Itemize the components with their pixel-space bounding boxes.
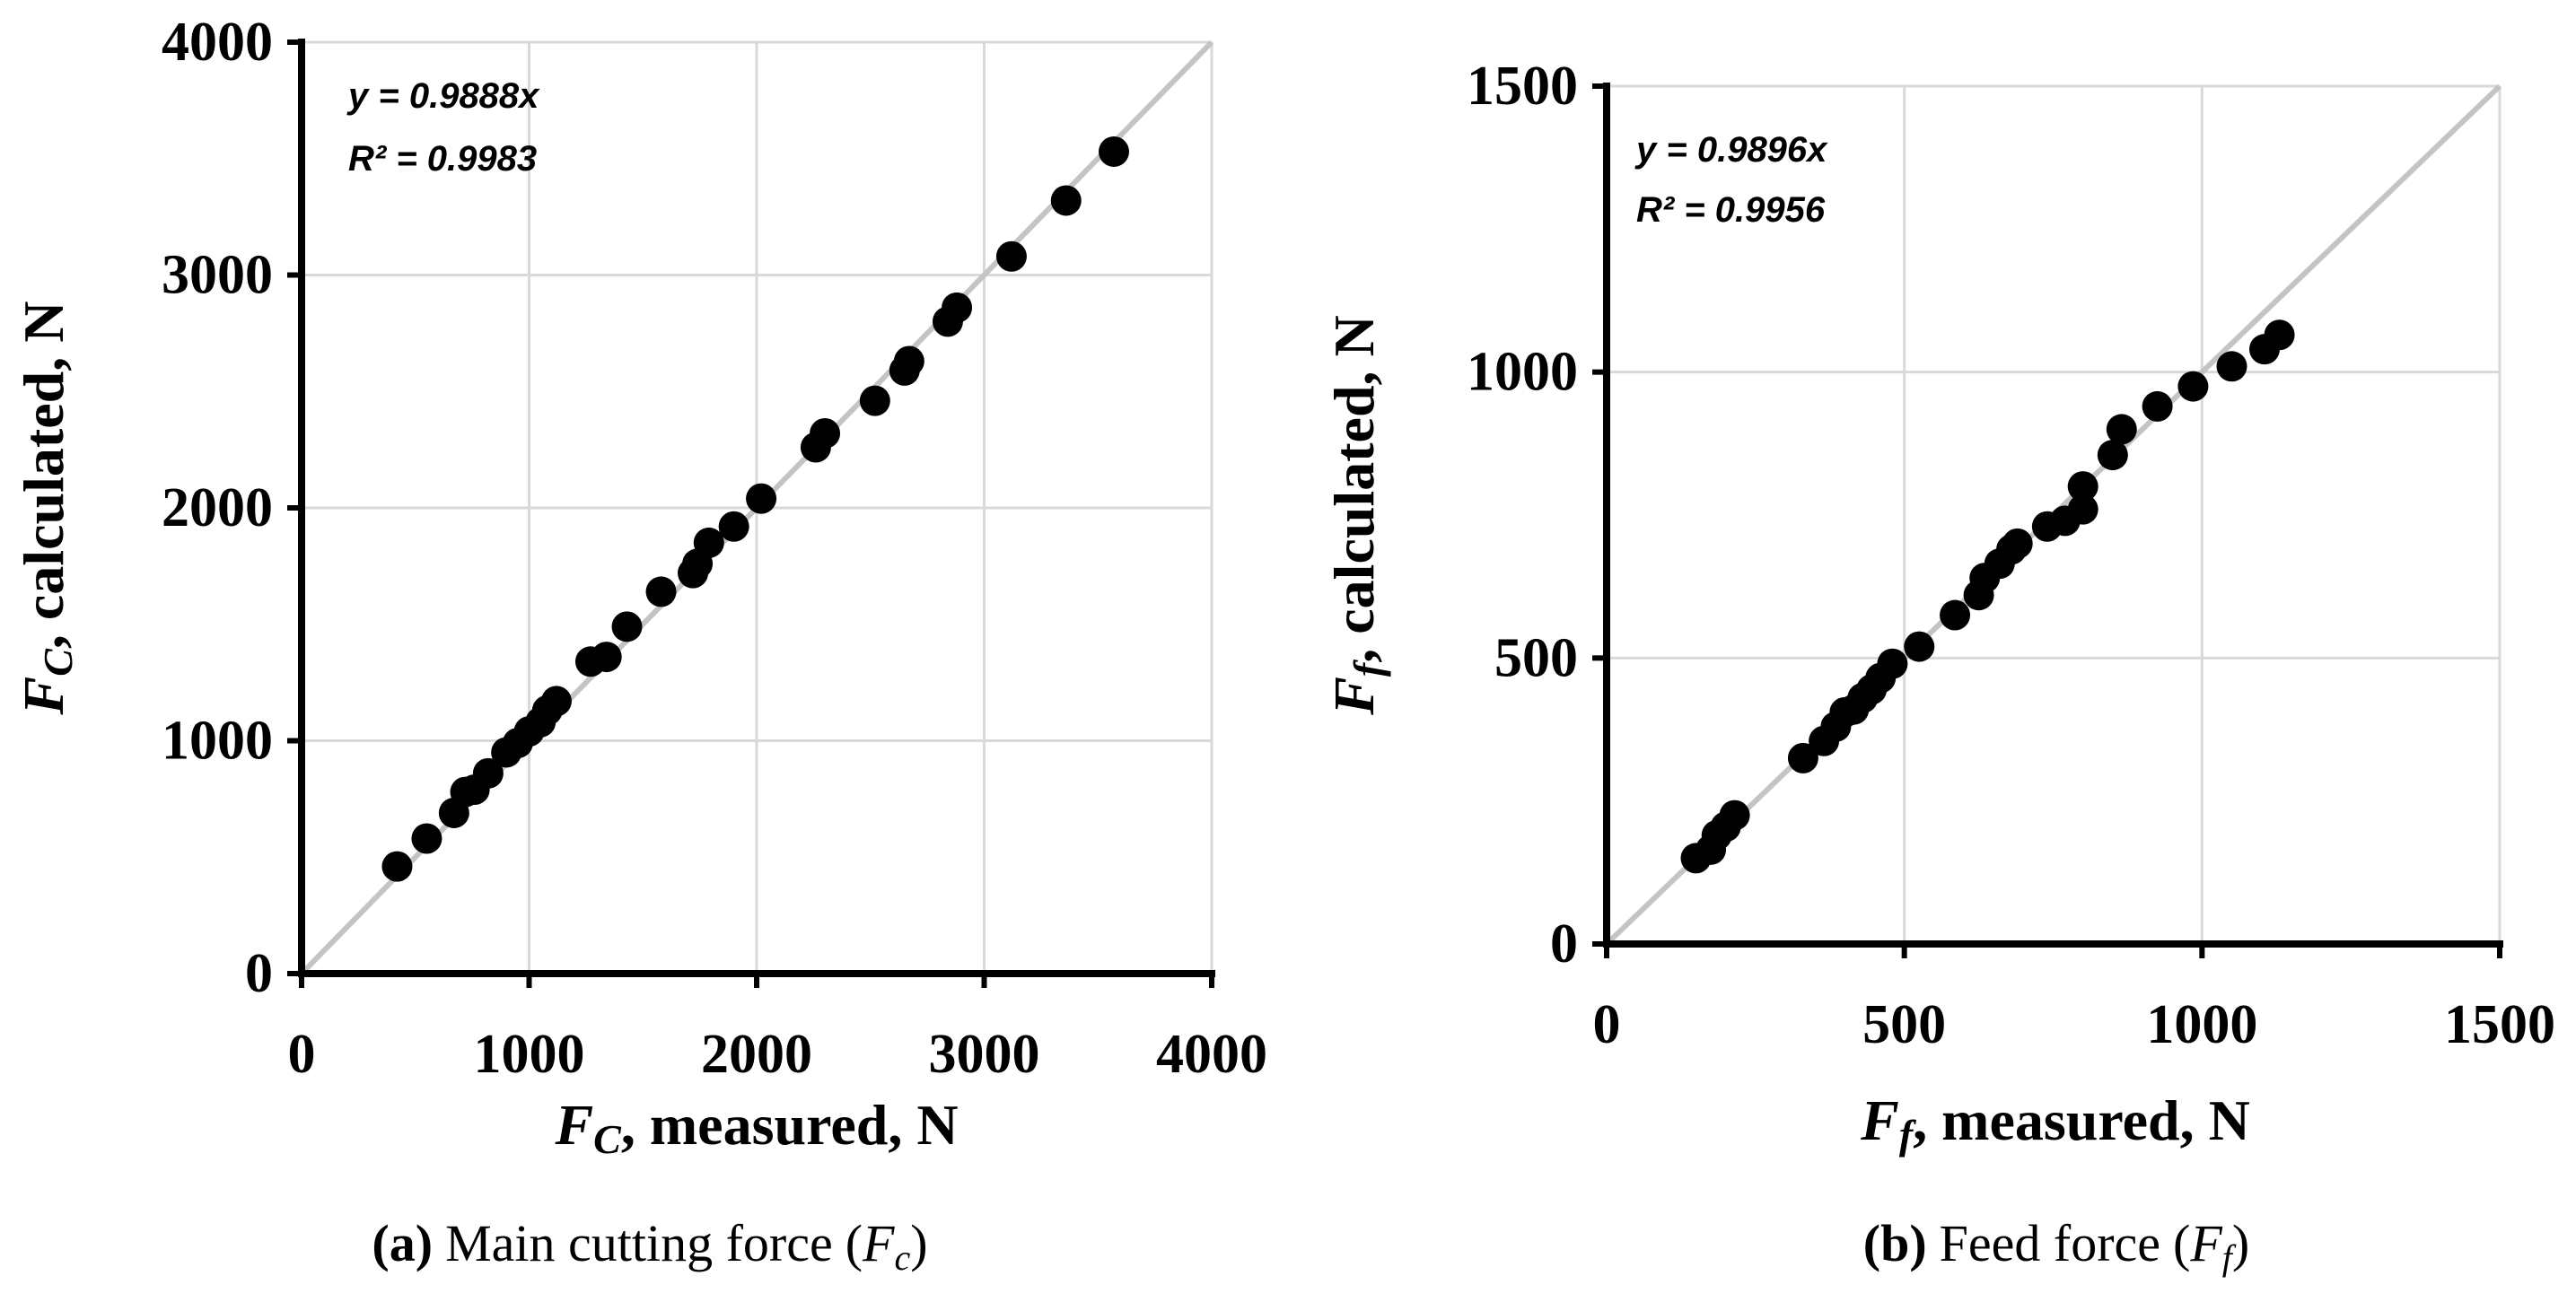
panel-b-chart: 0 500 1000 1500 0 500 1000 1500 y = 0.9896x R²… bbox=[1322, 56, 2555, 1278]
x-tick-label: 1000 bbox=[2146, 994, 2257, 1055]
panel-b-gridlines bbox=[1607, 84, 2502, 944]
data-point bbox=[611, 611, 643, 642]
y-tick-label: 1500 bbox=[1467, 56, 1578, 117]
panel-a-chart: 0 1000 2000 3000 4000 0 1000 2000 3000 4000 y = … bbox=[12, 12, 1267, 1278]
x-tick-label: 500 bbox=[1862, 994, 1946, 1055]
panel-a-y-axis-label: FC, calculated, N bbox=[12, 301, 81, 716]
x-tick-label: 2000 bbox=[701, 1024, 812, 1085]
panel-b-r-squared: R² = 0.9956 bbox=[1636, 190, 1826, 230]
data-point bbox=[540, 686, 572, 717]
data-point bbox=[995, 240, 1027, 272]
panel-b-y-tick-labels: 0 500 1000 1500 bbox=[1467, 56, 1578, 974]
data-point bbox=[2216, 351, 2247, 382]
data-point bbox=[472, 757, 504, 789]
panel-a-points bbox=[381, 135, 1129, 882]
data-point bbox=[2177, 371, 2209, 402]
x-tick-label: 1000 bbox=[474, 1024, 585, 1085]
data-point bbox=[591, 642, 622, 673]
data-point bbox=[645, 576, 677, 607]
data-point bbox=[693, 527, 724, 558]
data-point bbox=[1098, 135, 1129, 167]
x-tick-label: 0 bbox=[288, 1024, 316, 1085]
data-point bbox=[1719, 800, 1750, 831]
panel-a-x-axis-label: FC, measured, N bbox=[554, 1093, 958, 1162]
x-tick-label: 0 bbox=[1593, 994, 1621, 1055]
panel-b-x-tick-labels: 0 500 1000 1500 bbox=[1593, 994, 2556, 1055]
panel-a-axes bbox=[287, 39, 1215, 988]
data-point bbox=[810, 417, 841, 449]
panel-b-y-axis-label: Ff, calculated, N bbox=[1322, 315, 1391, 716]
data-point bbox=[942, 292, 973, 323]
panel-b-caption: (b) Feed force (Ff) bbox=[1863, 1214, 2249, 1278]
data-point bbox=[1877, 648, 1908, 679]
data-point bbox=[2264, 319, 2295, 351]
data-point bbox=[411, 823, 442, 854]
data-point bbox=[1787, 742, 1818, 773]
x-tick-label: 3000 bbox=[929, 1024, 1040, 1085]
data-point bbox=[2097, 440, 2128, 471]
panel-a-y-tick-labels: 0 1000 2000 3000 4000 bbox=[162, 12, 273, 1004]
panel-b-equation: y = 0.9896x bbox=[1634, 130, 1828, 170]
y-tick-label: 1000 bbox=[1467, 342, 1578, 403]
y-tick-label: 0 bbox=[1550, 913, 1578, 974]
data-point bbox=[1904, 631, 1935, 662]
y-tick-label: 3000 bbox=[162, 245, 273, 306]
data-point bbox=[893, 345, 924, 377]
y-tick-label: 4000 bbox=[162, 12, 273, 73]
panel-a-caption: (a) Main cutting force (Fc) bbox=[372, 1214, 927, 1278]
data-point bbox=[718, 511, 749, 542]
data-point bbox=[2002, 528, 2033, 559]
data-point bbox=[746, 483, 777, 514]
panel-b-x-axis-label: Ff, measured, N bbox=[1860, 1088, 2250, 1158]
data-point bbox=[2067, 494, 2098, 525]
panel-b-axes bbox=[1592, 83, 2503, 958]
y-tick-label: 500 bbox=[1494, 627, 1578, 688]
data-point bbox=[2106, 414, 2137, 445]
data-point bbox=[381, 851, 413, 882]
panel-a-r-squared: R² = 0.9983 bbox=[348, 139, 537, 179]
data-point bbox=[859, 385, 890, 416]
data-point bbox=[2067, 471, 2098, 502]
panel-a-x-tick-labels: 0 1000 2000 3000 4000 bbox=[288, 1024, 1268, 1085]
x-tick-label: 4000 bbox=[1156, 1024, 1267, 1085]
panel-b-points bbox=[1680, 319, 2295, 874]
data-point bbox=[2142, 390, 2173, 422]
data-point bbox=[1940, 599, 1971, 631]
y-tick-label: 1000 bbox=[162, 711, 273, 772]
data-point bbox=[1050, 185, 1082, 216]
y-tick-label: 2000 bbox=[162, 477, 273, 538]
y-tick-label: 0 bbox=[245, 943, 273, 1004]
panel-a-equation: y = 0.9888x bbox=[346, 76, 540, 116]
x-tick-label: 1500 bbox=[2444, 994, 2555, 1055]
